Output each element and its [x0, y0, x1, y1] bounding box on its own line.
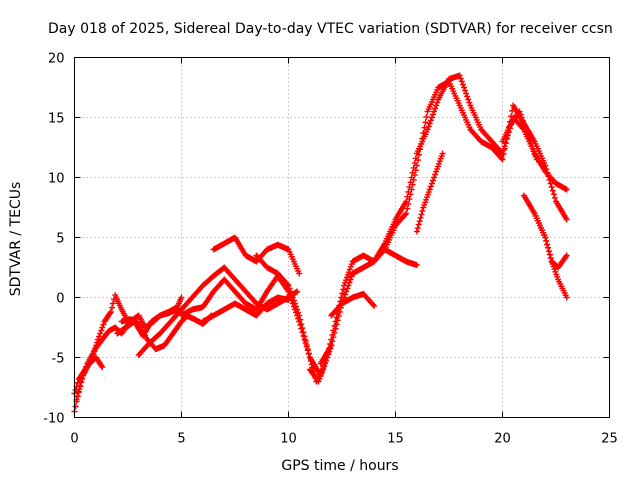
y-tick-label: 10	[48, 172, 65, 187]
series-arc-14	[381, 246, 420, 269]
data-point-markers	[531, 210, 570, 301]
data-point-markers	[317, 78, 570, 367]
series-arc-11	[306, 72, 570, 385]
x-tick-label: 10	[280, 432, 297, 447]
series-arc-09	[199, 294, 292, 325]
data-point-markers	[210, 234, 303, 277]
data-points	[71, 72, 570, 415]
y-tick-label: 0	[56, 292, 64, 307]
x-tick-label: 0	[70, 432, 78, 447]
data-point-markers	[328, 290, 378, 319]
series-arc-15	[413, 150, 446, 235]
data-point-markers	[381, 246, 420, 269]
series-arc-05	[118, 312, 191, 353]
x-axis: 0 5 10 15 20 25	[70, 57, 618, 447]
series-arc-12	[317, 78, 570, 367]
data-point-markers	[114, 306, 215, 339]
data-point-markers	[413, 150, 446, 235]
series-arc-04	[114, 306, 215, 339]
series-arc-03	[73, 354, 106, 403]
data-point-markers	[199, 294, 292, 325]
x-tick-label: 15	[387, 432, 404, 447]
data-point-markers	[306, 72, 570, 385]
series-arc-17	[531, 210, 570, 301]
y-axis: -10 -5 0 5 10 15 20	[43, 52, 610, 427]
data-point-markers	[499, 108, 540, 163]
y-tick-label: 15	[48, 112, 65, 127]
x-tick-label: 20	[494, 432, 511, 447]
series-arc-13	[328, 290, 378, 319]
y-axis-label: SDTVAR / TECUs	[8, 182, 24, 297]
data-point-markers	[520, 192, 570, 271]
data-point-markers	[73, 354, 106, 403]
x-tick-label: 5	[177, 432, 185, 447]
y-tick-label: 5	[56, 232, 64, 247]
x-axis-label: GPS time / hours	[281, 458, 398, 474]
series-arc-18	[499, 108, 540, 163]
grid	[74, 57, 610, 418]
y-tick-label: -5	[52, 352, 65, 367]
series-arc-08	[210, 234, 303, 277]
series-arc-16	[520, 192, 570, 271]
chart-title: Day 018 of 2025, Sidereal Day-to-day VTE…	[48, 21, 613, 37]
x-tick-label: 25	[601, 432, 618, 447]
y-tick-label: 20	[48, 52, 65, 67]
y-tick-label: -10	[43, 412, 64, 427]
data-point-markers	[118, 312, 191, 353]
